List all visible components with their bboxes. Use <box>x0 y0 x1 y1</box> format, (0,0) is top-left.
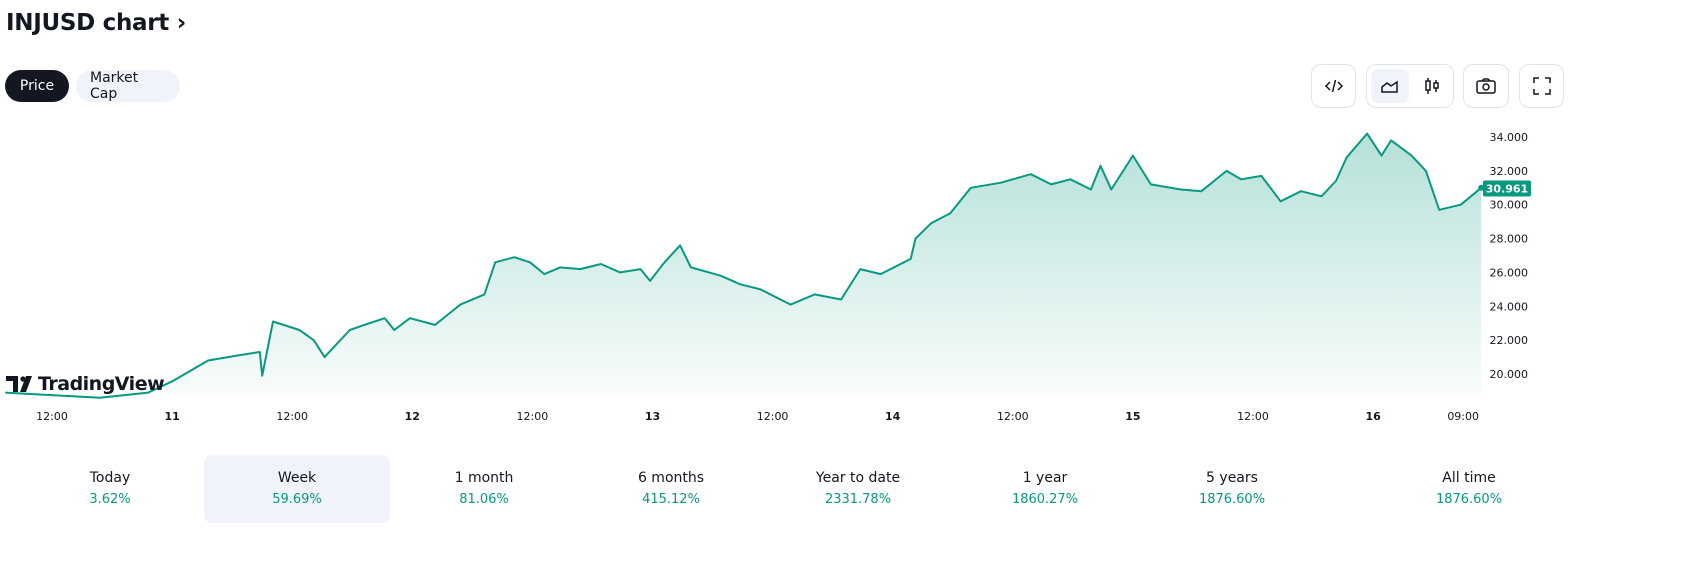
y-tick-label: 30.000 <box>1490 199 1529 212</box>
period-change: 1876.60% <box>1435 492 1503 507</box>
period-change: 59.69% <box>272 492 322 507</box>
fullscreen-button[interactable] <box>1519 64 1564 108</box>
price-chart[interactable]: 34.000 32.000 30.000 28.000 26.000 24.000 22.0… <box>0 120 1686 430</box>
x-tick-label: 16 <box>1365 410 1381 423</box>
period-label: Year to date <box>815 470 901 486</box>
x-tick-label: 12 <box>405 410 420 423</box>
y-tick-label: 24.000 <box>1490 300 1529 313</box>
x-tick-label: 14 <box>885 410 901 423</box>
period-change: 1876.60% <box>1198 492 1266 507</box>
chevron-right-icon: › <box>176 10 186 36</box>
period-change: 2331.78% <box>824 492 892 507</box>
last-price-badge <box>1483 180 1531 197</box>
period-5-years[interactable]: 5 years 1876.60% <box>1139 455 1325 523</box>
y-tick-label: 34.000 <box>1490 131 1529 144</box>
period-label: 1 month <box>454 470 514 486</box>
x-tick-label: 12:00 <box>517 410 549 423</box>
period-change: 415.12% <box>642 492 700 507</box>
x-tick-label: 12:00 <box>36 410 68 423</box>
period-1-year[interactable]: 1 year 1860.27% <box>952 455 1138 523</box>
title-text: INJUSD chart <box>6 10 169 36</box>
x-tick-label: 12:00 <box>757 410 789 423</box>
embed-button[interactable] <box>1311 64 1356 108</box>
period-change: 1860.27% <box>1011 492 1079 507</box>
area-chart-icon <box>1381 80 1398 93</box>
x-tick-label: 15 <box>1125 410 1140 423</box>
tradingview-logo-icon <box>6 376 32 392</box>
y-tick-label: 22.000 <box>1490 334 1529 347</box>
x-tick-label: 11 <box>164 410 179 423</box>
tradingview-logo[interactable]: TradingView <box>6 373 165 395</box>
x-tick-label: 12:00 <box>1237 410 1269 423</box>
y-tick-label: 26.000 <box>1490 266 1529 279</box>
last-price-dot <box>1478 184 1485 191</box>
x-tick-label: 12:00 <box>276 410 308 423</box>
period-year-to-date[interactable]: Year to date 2331.78% <box>765 455 951 523</box>
x-tick-label: 09:00 <box>1447 410 1479 423</box>
candlestick-button[interactable] <box>1413 69 1451 103</box>
last-price-label: 30.961 <box>1486 182 1528 195</box>
camera-icon <box>1476 78 1496 94</box>
watermark-text: TradingView <box>38 373 165 395</box>
period-label: 5 years <box>1206 470 1258 486</box>
embed-code-icon <box>1324 79 1343 93</box>
y-tick-label: 20.000 <box>1490 368 1529 381</box>
tab-market-cap[interactable]: Market Cap <box>76 70 180 102</box>
period-label: Today <box>89 470 131 486</box>
period-label: Week <box>277 470 317 486</box>
period-label: 1 year <box>1022 470 1068 486</box>
price-line[interactable] <box>5 132 1482 399</box>
period-today[interactable]: Today 3.62% <box>17 455 203 523</box>
fullscreen-icon <box>1532 77 1551 95</box>
period-week[interactable]: Week 59.69% <box>204 455 390 523</box>
x-tick-label: 13 <box>645 410 660 423</box>
screenshot-button[interactable] <box>1463 64 1509 108</box>
period-6-months[interactable]: 6 months 415.12% <box>578 455 764 523</box>
tab-price[interactable]: Price <box>5 70 69 102</box>
period-label: All time <box>1442 470 1496 486</box>
candlestick-icon <box>1425 78 1439 94</box>
period-change: 81.06% <box>459 492 509 507</box>
chart-type-group <box>1366 64 1454 108</box>
period-1-month[interactable]: 1 month 81.06% <box>391 455 577 523</box>
performance-periods: Today 3.62% Week 59.69% 1 month 81.06% 6 month… <box>0 455 1686 523</box>
page-title[interactable]: INJUSD chart › <box>6 10 186 36</box>
period-change: 3.62% <box>89 492 131 507</box>
x-tick-label: 12:00 <box>997 410 1029 423</box>
period-label: 6 months <box>637 470 705 486</box>
price-area <box>5 133 1482 398</box>
area-chart-button[interactable] <box>1371 69 1409 103</box>
y-tick-label: 28.000 <box>1490 233 1529 246</box>
y-tick-label: 32.000 <box>1490 165 1529 178</box>
period-all-time[interactable]: All time 1876.60% <box>1376 455 1562 523</box>
